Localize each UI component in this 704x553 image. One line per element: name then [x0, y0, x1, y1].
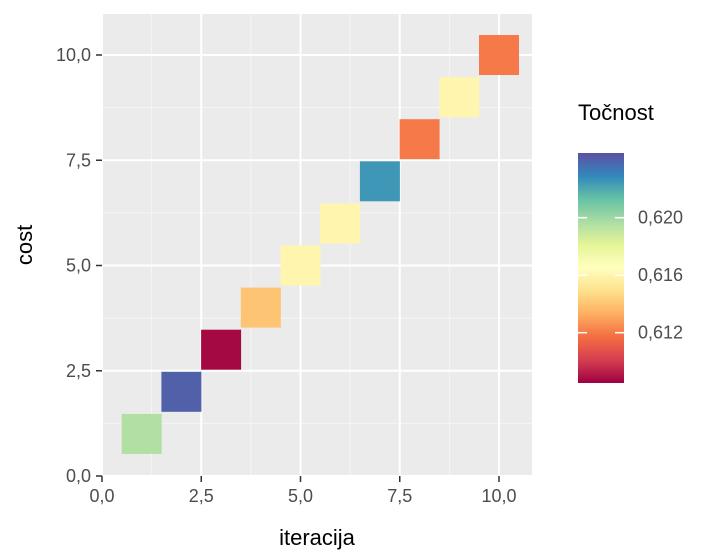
x-axis-title: iteracija [279, 525, 356, 550]
heatmap-tile [399, 119, 440, 160]
x-tick-label: 7,5 [387, 486, 412, 506]
legend-ticks [578, 216, 624, 334]
axis-ticks [96, 54, 500, 482]
heatmap-tile [359, 161, 400, 202]
legend: Točnost 0,620 0,616 0,612 [578, 100, 683, 383]
legend-label: 0,616 [638, 265, 683, 285]
x-tick-label: 10,0 [481, 486, 516, 506]
x-tick-label: 5,0 [288, 486, 313, 506]
y-tick-label: 2,5 [66, 361, 91, 381]
heatmap-tile [121, 413, 162, 454]
y-tick-labels: 0,0 2,5 5,0 7,5 10,0 [56, 45, 91, 486]
legend-label: 0,612 [638, 323, 683, 343]
legend-title: Točnost [578, 100, 654, 125]
heatmap-tile [240, 287, 281, 328]
heatmap-tile [201, 329, 242, 370]
x-tick-label: 0,0 [89, 486, 114, 506]
heatmap-tile [280, 245, 321, 286]
y-axis-title: cost [12, 225, 37, 265]
y-tick-label: 5,0 [66, 256, 91, 276]
heatmap-tile [161, 371, 202, 412]
heatmap-tile [439, 77, 480, 118]
tiles [121, 35, 519, 454]
x-tick-label: 2,5 [189, 486, 214, 506]
legend-label: 0,620 [638, 208, 683, 228]
heatmap-tile [479, 35, 519, 75]
grid-minor [102, 14, 532, 476]
y-tick-label: 7,5 [66, 150, 91, 170]
y-tick-label: 0,0 [66, 466, 91, 486]
x-tick-labels: 0,0 2,5 5,0 7,5 10,0 [89, 486, 516, 506]
heatmap-tile [320, 203, 361, 244]
y-tick-label: 10,0 [56, 45, 91, 65]
legend-colorbar [578, 153, 624, 383]
